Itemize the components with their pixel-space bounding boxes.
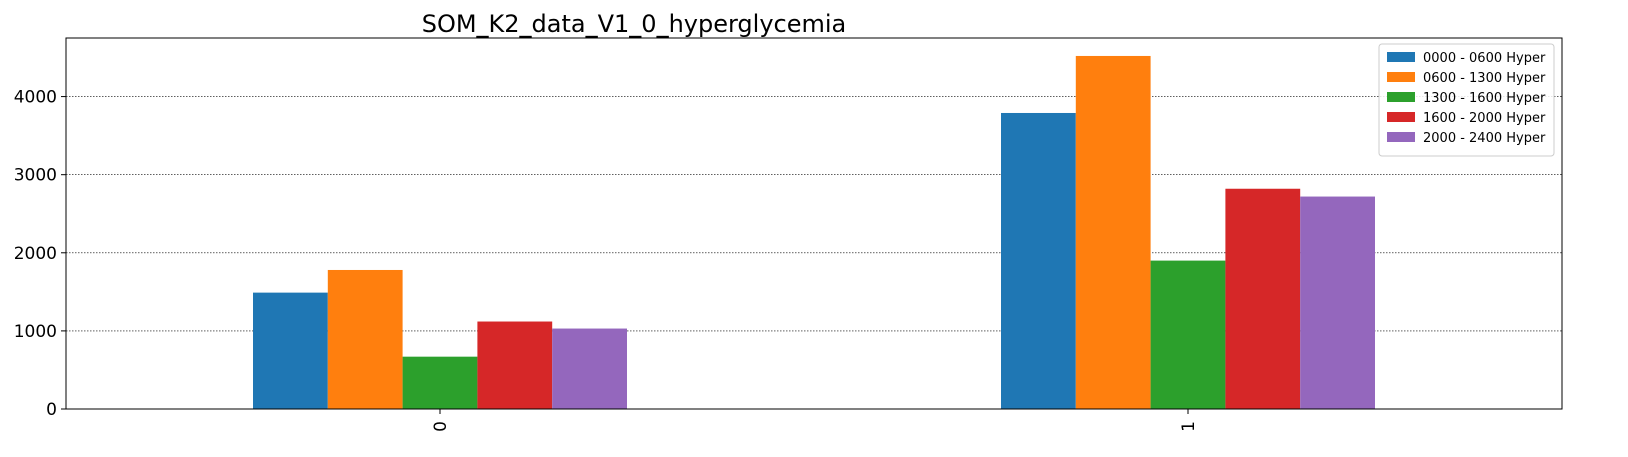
legend-swatch: [1387, 132, 1415, 142]
legend-label: 1300 - 1600 Hyper: [1423, 91, 1546, 106]
bar: [327, 269, 403, 409]
bar: [477, 321, 553, 409]
legend-swatch: [1387, 52, 1415, 62]
legend-label: 1600 - 2000 Hyper: [1423, 111, 1546, 126]
chart-title: SOM_K2_data_V1_0_hyperglycemia: [422, 10, 847, 38]
bar: [402, 356, 478, 409]
legend-swatch: [1387, 112, 1415, 122]
x-tick-label: 0: [431, 421, 451, 432]
legend-swatch: [1387, 72, 1415, 82]
legend-box: [1378, 43, 1555, 157]
y-tick-label: 2000: [14, 244, 57, 264]
legend-swatch: [1387, 92, 1415, 102]
y-tick-label: 4000: [14, 88, 57, 108]
legend: 0000 - 0600 Hyper 0600 - 1300 Hyper 1300 -…: [1378, 43, 1555, 157]
y-tick-label: 0: [46, 400, 57, 420]
bar: [1075, 55, 1151, 410]
legend-label: 2000 - 2400 Hyper: [1423, 131, 1546, 146]
bar: [1225, 188, 1301, 409]
bar: [253, 292, 328, 409]
bars: [253, 55, 1375, 410]
bar: [1300, 196, 1375, 409]
bar: [1001, 112, 1076, 410]
bar: [1150, 260, 1226, 409]
axes: 0 1000 2000 3000 4000 0 1: [14, 37, 1563, 432]
legend-label: 0600 - 1300 Hyper: [1423, 71, 1546, 86]
bar: [552, 328, 627, 409]
x-tick-label: 1: [1179, 421, 1199, 432]
y-tick-label: 3000: [14, 166, 57, 186]
plot-frame: [65, 37, 1563, 410]
legend-label: 0000 - 0600 Hyper: [1423, 51, 1546, 66]
y-tick-label: 1000: [14, 322, 57, 342]
